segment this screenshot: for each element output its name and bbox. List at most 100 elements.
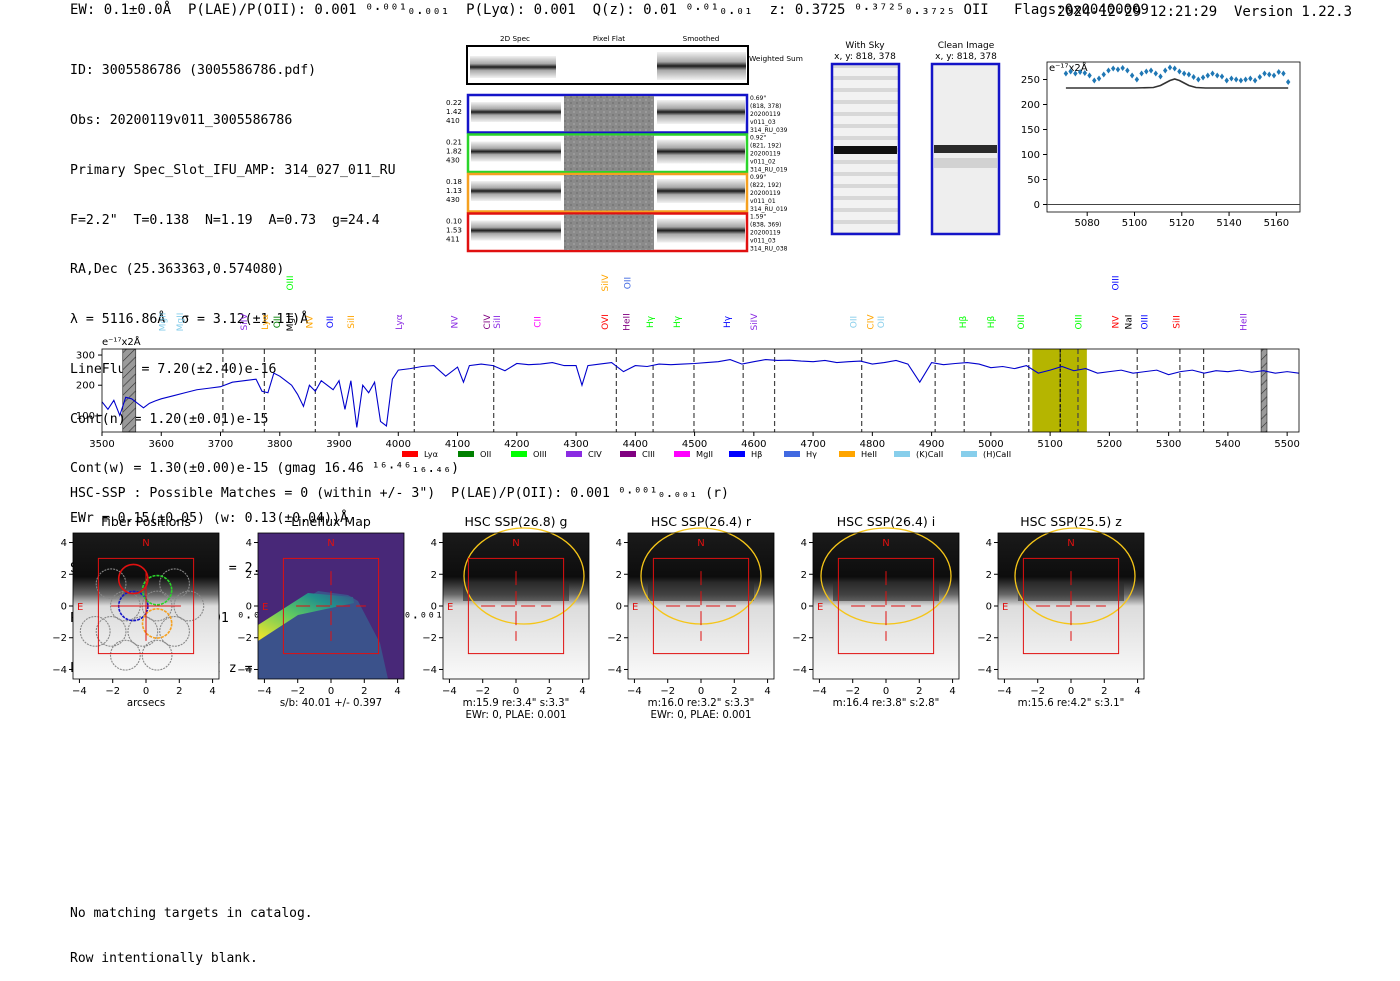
hsc-image [813,533,959,679]
zoom-data-point [1134,76,1140,83]
panel-y-tick-label: −4 [792,665,807,676]
panel-x-tick-label: 4 [579,686,585,697]
zoom-data-point [1153,70,1158,77]
panel-title: Lineflux Map [291,514,371,529]
emission-line-label: HeII [622,313,632,331]
panel-y-tick-label: 4 [431,538,437,549]
emission-line-label: Hβ [987,315,997,328]
zoom-y-tick-label: 0 [1034,200,1040,211]
compass-east: E [77,602,83,613]
clean-image-title: Clean Image [938,41,995,51]
header-datetime-version: 2024-12-29 12:21:29 Version 1.22.3 [1057,4,1353,20]
legend-swatch [839,451,855,457]
panel-y-tick-label: −4 [237,665,252,676]
emission-line-label: NV [305,315,315,329]
info-ewr: EWr = 0.15(±0.05) (w: 0.13(±0.04))Å [70,511,348,527]
fiber-circle-orange [141,608,173,639]
fiber-right-label: 0.92" [750,135,766,142]
zoom-data-point [1181,70,1187,77]
zoom-data-point [1191,74,1196,80]
full-spectrum-chart: e⁻¹⁷x2Å 3500 3600 3700 3800 3900 4000 4100 4200 4… [76,274,1300,459]
compass-north: N [327,538,334,549]
fiber-circle [95,615,127,647]
zoom-x-tick-label: 5080 [1074,218,1099,229]
zoom-y-tick-label: 150 [1021,125,1040,136]
panel-title: HSC SSP(26.4) i [837,514,935,529]
panel-caption: m:16.0 re:3.2" s:3.3" [648,698,755,709]
fiber-pixel-flat [564,175,654,211]
spectrum-line [101,358,1300,428]
zoom-data-point [1177,68,1182,75]
emission-line-label: NV [451,315,461,329]
fiber-2d-spec [471,102,561,122]
fiber-smoothed [657,218,745,243]
spectrum-x-tick-label: 4300 [563,439,588,450]
info-cont-n: Cont(n) = 1.20(±0.01)e-15 [70,411,269,427]
panel-x-tick-label: 4 [209,686,215,697]
emission-line-label: OII [624,277,634,289]
compass-east: E [262,602,268,613]
header-summary: EW: 0.1±0.0Å P(LAE)/P(OII): 0.001 ⁰·⁰⁰¹₀… [70,2,1149,18]
panel-y-tick-label: −4 [977,665,992,676]
fiber-right-label: 20200119 [750,190,781,197]
zoom-data-point [1167,64,1173,71]
panel-caption-secondary: EWr: 0, PLAE: 0.001 [651,710,752,721]
compass-north: N [142,538,149,549]
fiber-right-label: 314_RU_039 [750,127,788,134]
zoom-y-tick-label: 100 [1021,150,1040,161]
legend-swatch [458,451,474,457]
legend-label: (H)CaII [983,449,1011,459]
fiber-left-label: 411 [446,235,460,244]
spectrum-x-tick-label: 5500 [1274,439,1299,450]
panel-x-tick-label: 4 [764,686,770,697]
panel-caption: m:15.9 re:3.4" s:3.3" [463,698,570,709]
emission-line-label: OII [273,316,283,328]
fiber-left-label: 0.22 [446,98,462,107]
weighted-sum-label: Weighted Sum [749,54,803,63]
zoom-y-axis-label: e⁻¹⁷x2Å [1049,61,1088,74]
zoom-data-point [1096,75,1102,82]
fiber-right-label: (818, 378) [750,103,781,110]
panel-y-tick-label: −4 [607,665,622,676]
search-box [1022,557,1120,655]
fiber-circle [95,568,127,600]
zoom-x-tick-label: 5120 [1169,218,1194,229]
compass-north: N [697,538,704,549]
zoom-data-point [1248,75,1253,82]
fiber-left-label: 1.42 [446,107,462,116]
fiber-circle-red [117,563,149,595]
hsc-image [443,533,589,679]
fiber-right-label: v011_03 [750,238,776,245]
zoom-data-point [1125,67,1130,74]
compass-north: N [1067,538,1074,549]
zoom-data-point [1257,74,1263,80]
compass-east: E [447,602,453,613]
aperture-ellipse [1014,527,1136,625]
spectrum-x-tick-label: 4900 [919,439,944,450]
emission-line-label: OIII [1075,314,1085,329]
zoom-data-point [1087,72,1092,79]
with-sky-title: With Sky [845,41,885,51]
legend-label: (K)CaII [916,449,943,459]
spectrum-x-tick-label: 3900 [326,439,351,450]
zoom-data-point [1243,76,1248,83]
fiber-pixel-flat [564,214,654,250]
panel-caption-secondary: EWr: 0, PLAE: 0.001 [466,710,567,721]
zoom-data-point [1120,65,1125,71]
panel-x-tick-label: −2 [1030,686,1045,697]
spectrum-x-tick-label: 4400 [623,439,648,450]
legend-swatch [674,451,690,457]
emission-line-label: Hγ [673,315,683,328]
fiber-left-label: 0.21 [446,138,462,147]
fiber-right-label: v011_01 [750,198,776,205]
fiber-circle [159,568,190,600]
emission-line-label: SiIV [750,313,760,331]
legend-label: Hγ [806,449,817,459]
zoom-data-point [1200,74,1206,81]
panel-y-tick-label: −2 [422,633,437,644]
compass-east: E [632,602,638,613]
emission-line-label: HeII [1239,313,1249,331]
zoom-data-point [1101,71,1106,78]
zoom-axes-frame [1046,61,1301,213]
legend-swatch [620,451,636,457]
